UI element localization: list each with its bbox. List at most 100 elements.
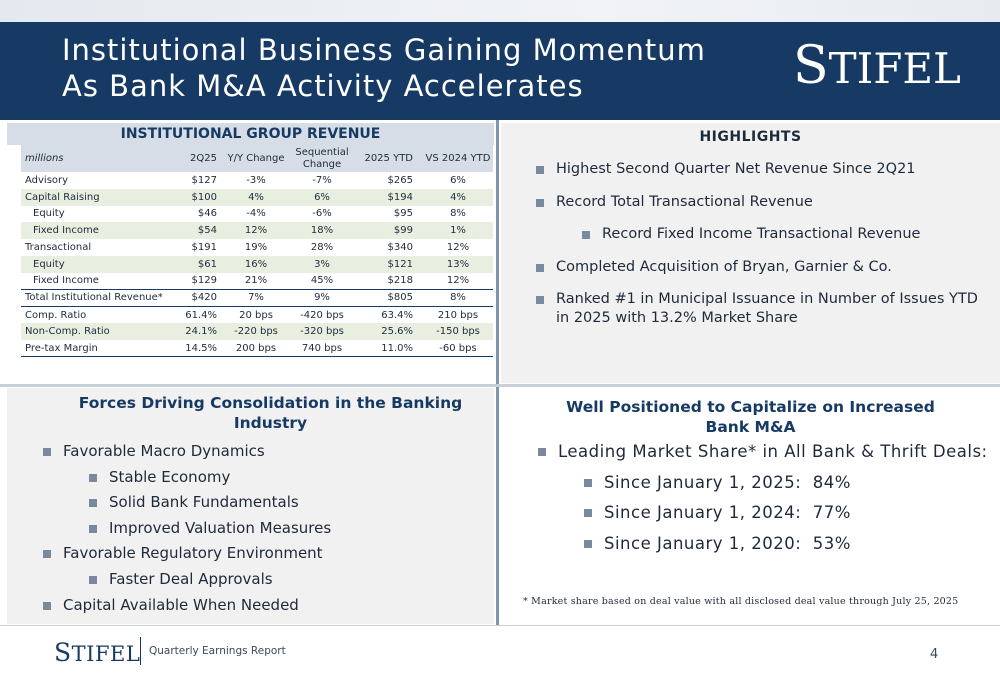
bullet-icon xyxy=(43,601,51,610)
table-cell: $100 xyxy=(169,188,227,206)
row-label: Fixed Income xyxy=(21,222,169,240)
footer-separator xyxy=(140,637,141,665)
table-row: Transactional $191 19% 28% $340 12% xyxy=(21,239,493,256)
table-cell: $265 xyxy=(387,174,413,186)
report-label: Quarterly Earnings Report xyxy=(149,645,286,657)
table-row: Advisory $127 -3% -7% $265 6% xyxy=(21,172,493,189)
table-row: Capital Raising $100 4% 6% $194 4% xyxy=(21,188,493,206)
table-cell: $121 xyxy=(359,255,423,273)
column-header: Sequential Change xyxy=(285,145,359,172)
row-label: Total Institutional Revenue* xyxy=(21,289,169,307)
highlight-item: Ranked #1 in Municipal Issuance in Numbe… xyxy=(536,290,981,328)
forces-subitem: Improved Valuation Measures xyxy=(89,519,483,538)
bullet-icon xyxy=(584,478,592,487)
row-label: Capital Raising xyxy=(21,188,169,206)
forces-subitem: Stable Economy xyxy=(89,468,483,487)
table-row: Fixed Income $129 21% 45% $218 12% xyxy=(21,273,493,290)
column-header: 2Q25 xyxy=(169,145,227,172)
bullet-icon xyxy=(538,448,546,456)
row-label: Fixed Income xyxy=(33,275,99,287)
bullet-icon xyxy=(584,509,592,517)
table-cell: 12% xyxy=(446,275,470,287)
table-cell: 740 bps xyxy=(285,339,359,358)
table-row: Pre-tax Margin 14.5% 200 bps 740 bps 11.0% -6… xyxy=(21,339,493,358)
market-share-footnote: * Market share based on deal value with … xyxy=(523,596,959,607)
forces-title: Forces Driving Consolidation in the Bank… xyxy=(78,394,463,432)
bullet-icon xyxy=(536,198,544,207)
table-cell: 13% xyxy=(423,255,493,273)
table-cell: $127 xyxy=(191,174,217,186)
highlights-title: HIGHLIGHTS xyxy=(699,129,802,145)
highlight-subitem: Record Fixed Income Transactional Revenu… xyxy=(582,225,981,244)
bullet-icon xyxy=(584,539,592,548)
highlights-panel xyxy=(501,123,1000,383)
row-label: Comp. Ratio xyxy=(25,309,87,321)
table-cell: 14.5% xyxy=(169,339,227,358)
column-header: millions xyxy=(21,145,169,172)
highlight-item: Record Total Transactional Revenue xyxy=(536,193,981,212)
table-cell: $191 xyxy=(191,242,217,254)
slide-title-line-1: Institutional Business Gaining Momentum xyxy=(62,33,706,67)
forces-item: Favorable Macro Dynamics xyxy=(43,442,483,461)
well-positioned-item: Leading Market Share* in All Bank & Thri… xyxy=(538,441,993,462)
table-cell: 7% xyxy=(227,289,285,307)
bullet-icon xyxy=(536,296,544,304)
row-label: Non-Comp. Ratio xyxy=(21,323,169,340)
table-cell: $95 xyxy=(393,208,413,220)
well-positioned-panel xyxy=(501,388,1000,624)
footer-stifel-logo: STIFEL xyxy=(54,638,141,667)
table-cell: $61 xyxy=(169,255,227,273)
table-cell: 200 bps xyxy=(227,339,285,358)
row-label: Transactional xyxy=(25,242,92,254)
table-cell: 8% xyxy=(423,289,493,307)
table-cell: 4% xyxy=(423,188,493,206)
table-cell: 6% xyxy=(450,174,466,186)
table-cell: 63.4% xyxy=(381,309,413,321)
table-cell: $194 xyxy=(359,188,423,206)
table-cell: 16% xyxy=(227,255,285,273)
row-label: Advisory xyxy=(25,174,69,186)
table-cell: -3% xyxy=(246,174,266,186)
well-positioned-subitem: Since January 1, 2025: 84% xyxy=(584,472,993,493)
bullet-icon xyxy=(43,550,51,559)
column-header: Y/Y Change xyxy=(227,145,285,172)
table-row: Equity $46 -4% -6% $95 8% xyxy=(21,206,493,223)
top-strip xyxy=(0,0,1000,22)
table-cell: 9% xyxy=(285,289,359,307)
bullet-icon xyxy=(536,263,544,272)
table-cell: 12% xyxy=(446,242,470,254)
horizontal-divider xyxy=(0,384,1000,387)
well-positioned-subitem: Since January 1, 2024: 77% xyxy=(584,502,993,523)
bullet-icon xyxy=(43,448,51,456)
revenue-table: millions 2Q25 Y/Y Change Sequential Chan… xyxy=(21,145,493,358)
table-row: Fixed Income $54 12% 18% $99 1% xyxy=(21,222,493,240)
table-cell: -4% xyxy=(246,208,266,220)
table-cell: 28% xyxy=(310,242,334,254)
table-cell: $340 xyxy=(387,242,413,254)
well-positioned-title: Well Positioned to Capitalize on Increas… xyxy=(566,398,935,436)
table-cell: $129 xyxy=(191,275,217,287)
table-cell: -420 bps xyxy=(300,309,344,321)
table-cell: $46 xyxy=(197,208,217,220)
table-cell: -6% xyxy=(312,208,332,220)
table-cell: -320 bps xyxy=(285,323,359,340)
table-cell: -220 bps xyxy=(227,323,285,340)
table-cell: 12% xyxy=(227,222,285,240)
table-cell: $420 xyxy=(169,289,227,307)
slide-header: Institutional Business Gaining Momentum … xyxy=(0,22,1000,120)
well-positioned-subitem: Since January 1, 2020: 53% xyxy=(584,533,993,554)
table-cell: 24.1% xyxy=(169,323,227,340)
table-cell: 19% xyxy=(244,242,268,254)
table-cell: 61.4% xyxy=(185,309,217,321)
row-label: Equity xyxy=(21,255,169,273)
table-row: Equity $61 16% 3% $121 13% xyxy=(21,255,493,273)
forces-subitem: Solid Bank Fundamentals xyxy=(89,493,483,512)
table-cell: $99 xyxy=(359,222,423,240)
column-header: 2025 YTD xyxy=(359,145,423,172)
table-cell: -7% xyxy=(312,174,332,186)
bullet-icon xyxy=(89,575,97,584)
bullet-icon xyxy=(89,473,97,482)
table-cell: 4% xyxy=(227,188,285,206)
well-positioned-list: Leading Market Share* in All Bank & Thri… xyxy=(538,441,993,563)
vertical-divider xyxy=(496,120,499,626)
